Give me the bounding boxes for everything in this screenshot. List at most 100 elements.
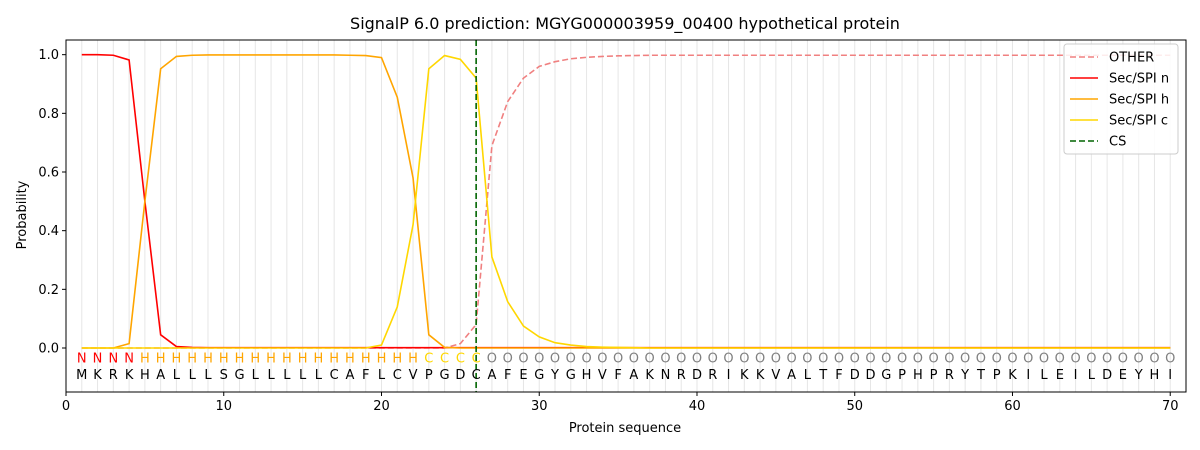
- residue-label: R: [708, 368, 717, 383]
- residue-label: R: [109, 368, 118, 383]
- region-label: O: [487, 352, 497, 367]
- legend-label-sec-spi-h: Sec/SPI h: [1109, 93, 1169, 108]
- region-label: O: [1039, 352, 1049, 367]
- residue-label: V: [598, 368, 607, 383]
- region-label: O: [676, 352, 686, 367]
- region-label: H: [140, 352, 150, 367]
- residue-label: L: [299, 368, 307, 383]
- residue-label: Y: [960, 368, 969, 383]
- region-label: H: [156, 352, 166, 367]
- residue-label: G: [881, 368, 891, 383]
- residue-label: S: [220, 368, 228, 383]
- region-label: O: [550, 352, 560, 367]
- region-label: O: [660, 352, 670, 367]
- residue-label: K: [740, 368, 749, 383]
- residue-label: K: [93, 368, 102, 383]
- region-label: H: [203, 352, 213, 367]
- region-label: O: [787, 352, 797, 367]
- residue-label: F: [835, 368, 842, 383]
- residue-label: P: [993, 368, 1001, 383]
- region-label: N: [124, 352, 134, 367]
- residue-label: A: [487, 368, 496, 383]
- residue-label: R: [677, 368, 686, 383]
- residue-label: L: [267, 368, 275, 383]
- x-tick-label: 60: [1004, 399, 1021, 414]
- region-label: O: [503, 352, 513, 367]
- region-label: H: [235, 352, 245, 367]
- region-label: N: [77, 352, 87, 367]
- residue-label: A: [345, 368, 354, 383]
- x-tick-label: 40: [689, 399, 706, 414]
- region-label: O: [802, 352, 812, 367]
- residue-label: M: [76, 368, 87, 383]
- residue-label: F: [614, 368, 621, 383]
- residue-label: G: [534, 368, 544, 383]
- residue-label: Y: [1134, 368, 1143, 383]
- region-label: O: [771, 352, 781, 367]
- x-axis-ticks: 0 10 20 30 40 50 60 70: [62, 392, 1179, 414]
- region-label: H: [329, 352, 339, 367]
- x-tick-label: 50: [846, 399, 863, 414]
- y-tick-label: 0.8: [38, 107, 59, 122]
- residue-label: L: [1088, 368, 1096, 383]
- residue-label: E: [519, 368, 527, 383]
- residue-label: G: [566, 368, 576, 383]
- region-label: O: [928, 352, 938, 367]
- region-label: O: [1055, 352, 1065, 367]
- x-axis-label: Protein sequence: [569, 421, 681, 436]
- region-label: O: [881, 352, 891, 367]
- region-label: O: [1070, 352, 1080, 367]
- x-tick-label: 10: [215, 399, 232, 414]
- region-label: H: [392, 352, 402, 367]
- region-label: O: [581, 352, 591, 367]
- region-label: O: [723, 352, 733, 367]
- residue-label: P: [425, 368, 433, 383]
- region-label: H: [298, 352, 308, 367]
- y-tick-label: 0.0: [38, 342, 59, 357]
- y-tick-label: 0.6: [38, 166, 59, 181]
- region-label: O: [865, 352, 875, 367]
- region-label: O: [613, 352, 623, 367]
- region-label: H: [408, 352, 418, 367]
- residue-label: Y: [550, 368, 559, 383]
- residue-label: V: [409, 368, 418, 383]
- residue-label: L: [252, 368, 260, 383]
- residue-label: E: [1119, 368, 1127, 383]
- residue-label: L: [283, 368, 291, 383]
- region-label: O: [850, 352, 860, 367]
- residue-label: L: [315, 368, 323, 383]
- region-label: O: [534, 352, 544, 367]
- series-line-sec-spi-h: [81, 54, 1171, 349]
- residue-label: I: [1168, 368, 1172, 383]
- region-label: O: [1007, 352, 1017, 367]
- residue-label: R: [945, 368, 954, 383]
- residue-label: K: [645, 368, 654, 383]
- residue-label: V: [771, 368, 780, 383]
- series-line-sec-spi-c: [81, 54, 1171, 349]
- region-label: O: [566, 352, 576, 367]
- region-label: O: [692, 352, 702, 367]
- residue-label: I: [1074, 368, 1078, 383]
- region-label: O: [1023, 352, 1033, 367]
- residue-label: G: [440, 368, 450, 383]
- residue-label: I: [1026, 368, 1030, 383]
- chart-title: SignalP 6.0 prediction: MGYG000003959_00…: [350, 14, 900, 34]
- region-label: N: [108, 352, 118, 367]
- y-axis-ticks: 0.0 0.2 0.4 0.6 0.8 1.0: [38, 48, 66, 357]
- region-label: N: [93, 352, 103, 367]
- residue-label: D: [1102, 368, 1112, 383]
- legend-label-other: OTHER: [1109, 51, 1154, 66]
- x-tick-label: 70: [1162, 399, 1179, 414]
- region-label: O: [1134, 352, 1144, 367]
- residue-label: L: [189, 368, 197, 383]
- series-line-sec-spi-n: [81, 53, 1171, 349]
- residue-label: T: [818, 368, 827, 383]
- region-label: C: [456, 352, 465, 367]
- residue-label: P: [898, 368, 906, 383]
- residue-label: H: [582, 368, 592, 383]
- region-label: H: [345, 352, 355, 367]
- region-label: O: [992, 352, 1002, 367]
- region-label: O: [645, 352, 655, 367]
